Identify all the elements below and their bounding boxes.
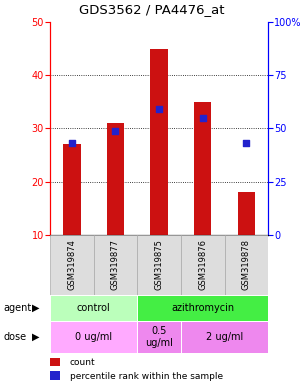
Text: GSM319874: GSM319874 [67,239,76,290]
Text: control: control [77,303,111,313]
Bar [181,321,268,353]
Point [200,115,205,121]
Bar [94,235,137,295]
Text: GSM319876: GSM319876 [198,239,207,290]
Bar [50,321,137,353]
Point [157,106,161,113]
Bar [194,102,211,235]
Text: 2 ug/ml: 2 ug/ml [206,332,243,342]
Text: GSM319877: GSM319877 [111,239,120,290]
Bar [63,144,81,235]
Text: dose: dose [3,332,26,342]
Text: agent: agent [3,303,31,313]
Bar [137,295,268,321]
Text: azithromycin: azithromycin [171,303,234,313]
Text: GSM319878: GSM319878 [242,239,251,290]
Text: GDS3562 / PA4476_at: GDS3562 / PA4476_at [79,3,224,16]
Text: 0 ug/ml: 0 ug/ml [75,332,112,342]
Text: percentile rank within the sample: percentile rank within the sample [70,372,223,381]
Text: count: count [70,358,95,367]
Text: GSM319875: GSM319875 [155,239,164,290]
Bar [50,295,137,321]
Text: ▶: ▶ [32,332,39,342]
Text: ▶: ▶ [32,303,39,313]
Bar [50,235,94,295]
Point [113,127,118,134]
Bar [150,48,168,235]
Bar [50,371,61,380]
Bar [225,235,268,295]
Point [69,140,74,146]
Bar [107,123,124,235]
Bar [181,235,225,295]
Point [244,140,249,146]
Bar [137,235,181,295]
Bar [50,358,61,366]
Text: 0.5
ug/ml: 0.5 ug/ml [145,326,173,348]
Bar [238,192,255,235]
Bar [137,321,181,353]
